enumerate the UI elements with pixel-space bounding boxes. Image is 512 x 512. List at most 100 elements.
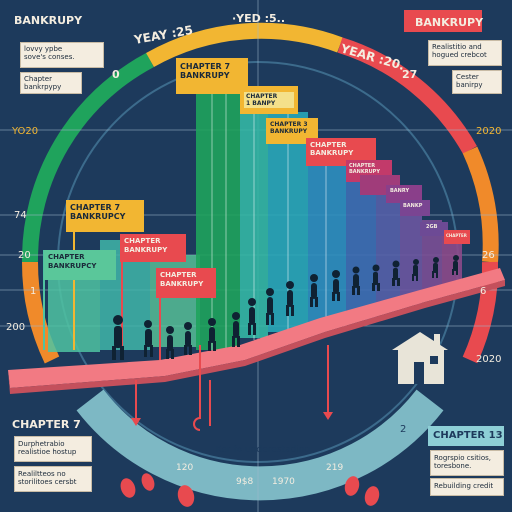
person-5 — [208, 318, 216, 351]
person-13 — [372, 264, 380, 291]
bottom-right-card-1: Rogrspio csitios, toresbone. — [430, 450, 504, 476]
path-road — [8, 268, 505, 394]
flag-2-text: CHAPTER BANKRUPCY — [48, 253, 97, 270]
person-10 — [310, 274, 318, 307]
flag-2 — [44, 250, 116, 280]
left-note-2-text: Chapter bankrpypy — [24, 75, 62, 91]
flags — [43, 200, 216, 360]
ring-right-number: 27 — [402, 68, 417, 81]
stair-tab-8 — [386, 185, 422, 203]
left-note-1: lovvy ypbe sove's conses. — [20, 42, 104, 68]
stair-tab-10 — [420, 222, 448, 236]
top-labels: BANKRUPY BANKRUPY ·YED :5.. YEAY :25 YEA… — [14, 10, 484, 81]
axis-left-v4: 200 — [6, 322, 25, 333]
right-note-1-text: Realistitio and hogued crebcot — [432, 43, 487, 59]
stair-label-13: CHAPTER — [446, 233, 467, 238]
axis-right-year-top: 2020 — [476, 126, 501, 137]
stair-label-5: CHAPTER BANKRUPY — [310, 141, 354, 157]
person-16 — [432, 257, 439, 278]
top-left-label: BANKRUPY — [14, 14, 83, 27]
top-right-label-bg — [404, 10, 482, 32]
ring-left-number: 0 — [112, 68, 120, 81]
stair-column-12 — [442, 232, 462, 292]
stair-tab-3 — [244, 92, 294, 108]
flag-3-text: CHAPTER BANKRUPY — [124, 237, 168, 254]
flag-4 — [156, 268, 216, 298]
bottom-t3: 1970 — [272, 477, 295, 487]
person-11 — [332, 270, 340, 301]
axis-left-v3: 1 — [30, 286, 36, 297]
bottom-left-card-1: Durphetrabio realistioe hostup — [14, 436, 92, 462]
bottom-t1: 120 — [176, 463, 193, 473]
bottom-right-card-2-text: Rebuilding credit — [434, 482, 494, 490]
axis-left-v2: 20 — [18, 250, 31, 261]
bottom-right-title: CHAPTER 13 — [433, 430, 503, 441]
person-14 — [392, 260, 400, 286]
person-4 — [184, 322, 192, 355]
bottom-left-title: CHAPTER 7 — [12, 418, 81, 431]
flag-3 — [120, 234, 186, 262]
person-9 — [286, 281, 294, 316]
stair-label-9: BANRY — [390, 188, 410, 194]
right-note-2: Cester banirpy — [452, 70, 502, 94]
ring-arc-yellow — [146, 22, 343, 67]
bottom-t4: 219 — [326, 463, 343, 473]
bottom-caption: Ker fo underestading — [216, 445, 310, 455]
axis-right-v2: 6 — [480, 286, 486, 297]
ring-arc-red — [337, 37, 477, 154]
flag-1-text: CHAPTER 7 BANKRUPCY — [70, 203, 126, 221]
stair-tab-1 — [176, 58, 248, 94]
bottom-left-card-2: Realiltteos no storilitoes cersbt — [14, 466, 92, 492]
bottom-right-card-1-text: Rogrspio csitios, toresbone. — [434, 454, 491, 470]
stair-label-4: CHAPTER 3 BANKRUPY — [270, 121, 308, 135]
stair-tab-9 — [400, 200, 430, 216]
bottom-right-title-bg — [428, 426, 504, 446]
axis-right-year-bottom: 2020 — [476, 354, 501, 365]
person-3 — [166, 326, 174, 359]
bottom-center: 0 2 Ker fo underestading 120 9$8 1970 21… — [88, 424, 406, 487]
stair-column-4 — [196, 70, 240, 350]
bottom-left-card-2-text: Realiltteos no storilitoes cersbt — [18, 470, 77, 486]
axis-left-year: YO20 — [11, 126, 38, 137]
stair-label-12: 2GB — [426, 224, 438, 230]
stair-label-tabs — [176, 58, 470, 244]
person-17 — [452, 255, 459, 275]
person-2 — [144, 320, 153, 357]
left-note-2: Chapter bankrpypy — [20, 72, 82, 94]
axis-left-v1: 74 — [14, 210, 27, 221]
bottom-right-card-2: Rebuilding credit — [430, 478, 504, 496]
stair-label-6: CHAPTER BANKRUPY — [349, 163, 380, 175]
drop-pins — [131, 345, 333, 431]
stair-label-10: BANKP — [403, 203, 423, 209]
ring-arc-green — [21, 52, 154, 263]
footprints — [120, 473, 380, 507]
person-6 — [232, 312, 240, 347]
person-8 — [266, 288, 274, 325]
flag-1 — [66, 200, 144, 232]
stair-label-3: CHAPTER 1 BANPY — [246, 93, 278, 107]
person-1 — [112, 315, 124, 360]
house-icon — [392, 332, 448, 384]
stair-column-11 — [422, 220, 442, 300]
axis-right-v1: 26 — [482, 250, 495, 261]
bottom-left-card-1-text: Durphetrabio realistioe hostup — [18, 440, 77, 456]
person-12 — [352, 266, 360, 295]
stair-tab-11 — [444, 230, 470, 244]
person-7 — [248, 298, 256, 335]
top-right-label: BANKRUPY — [415, 16, 484, 29]
right-note-1: Realistitio and hogued crebcot — [428, 40, 502, 66]
top-center-label: ·YED :5.. — [232, 12, 285, 25]
ring-arc-orange — [462, 146, 499, 263]
right-note-2-text: Cester banirpy — [456, 73, 483, 89]
bottom-t2: 9$8 — [236, 477, 253, 487]
stair-label-1: CHAPTER 7 BANKRUPY — [180, 62, 231, 80]
person-15 — [412, 259, 419, 281]
bottom-arc-band — [76, 389, 444, 501]
bottom-num-left: 0 — [88, 428, 94, 439]
left-note-1-text: lovvy ypbe sove's conses. — [24, 45, 75, 61]
flag-4-text: CHAPTER BANKRUPY — [160, 271, 204, 288]
people-silhouettes — [112, 255, 459, 360]
axis-numbers: YO20 74 20 1 200 2020 26 6 2020 — [6, 126, 501, 365]
